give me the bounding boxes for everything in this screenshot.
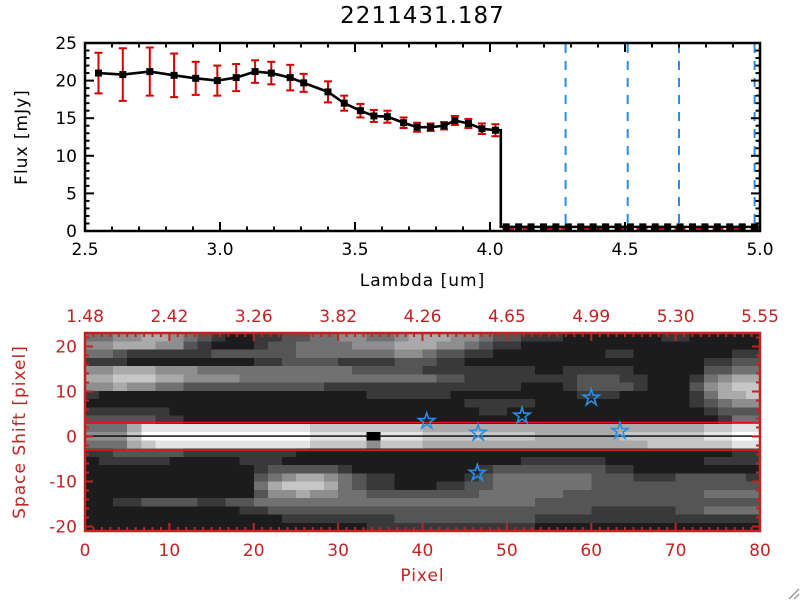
map-top-wavelength-label: 1.48 [66,307,104,327]
x-tick-label: 3.5 [341,240,368,260]
data-point-marker [286,74,294,82]
data-point-marker [440,122,448,130]
data-point-marker [726,223,734,231]
map-x-tick-label: 30 [327,541,349,561]
data-point-marker [664,223,672,231]
y-tick-label: 20 [55,72,77,92]
pixel-axis-label: Pixel [400,566,445,586]
data-point-marker [324,88,332,96]
data-point-marker [356,107,364,115]
data-point-marker [267,69,275,77]
lambda-axis-label: Lambda [um] [359,271,486,291]
data-point-marker [232,74,240,82]
space-shift-axis-label: Space Shift [pixel] [10,345,30,519]
spatial-map-overlay: 0 10 20 30 40 50 60 70 80 -20 -10 0 10 20 1.48 2.42 3.26… [49,307,779,561]
y-tick-label: 5 [66,184,77,204]
spectrum-plot: 2.5 3.0 3.5 4.0 4.5 5.0 0 5 10 15 20 25 [55,34,773,260]
data-point-marker [502,223,510,231]
data-point-marker [552,223,560,231]
map-top-wavelength-label: 5.55 [741,307,779,327]
source-star-marker [466,461,488,482]
data-point-marker [491,126,499,134]
map-top-wavelength-label: 2.42 [150,307,188,327]
map-top-wavelength-label: 3.82 [319,307,357,327]
data-point-marker [689,223,696,231]
data-point-marker [464,119,472,127]
x-tick-label: 5.0 [746,240,773,260]
y-tick-label: 0 [66,222,77,242]
data-point-marker [577,223,585,231]
map-y-tick-label: 0 [66,428,77,448]
flux-axis-label: Flux [mJy] [12,89,32,185]
map-y-tick-label: -20 [49,518,77,538]
data-point-marker [370,112,378,120]
data-point-marker [427,123,435,131]
map-x-tick-label: 0 [80,541,91,561]
data-point-marker [626,223,634,231]
data-point-marker [251,68,259,76]
page-title: 2211431.187 [340,3,505,29]
map-top-wavelength-label: 4.99 [572,307,610,327]
data-point-marker [451,116,459,124]
map-x-tick-label: 50 [496,541,518,561]
map-x-tick-label: 10 [159,541,181,561]
data-point-marker [213,77,221,85]
map-top-wavelength-label: 5.30 [657,307,695,327]
data-point-marker [614,223,622,231]
spectrum-frame [83,41,762,233]
data-point-marker [192,74,200,82]
x-tick-label: 3.0 [206,240,233,260]
data-point-marker [515,223,523,231]
data-point-marker [676,223,684,231]
data-point-marker [639,223,647,231]
source-star-marker [416,410,438,431]
map-x-tick-label: 80 [749,541,771,561]
data-point-marker [300,79,308,87]
data-point-marker [602,223,610,231]
y-tick-label: 15 [55,109,77,129]
data-point-marker [738,223,746,231]
map-top-wavelength-label: 4.65 [488,307,526,327]
y-tick-label: 25 [55,34,77,54]
map-x-tick-label: 70 [665,541,687,561]
data-point-marker [119,71,127,79]
data-point-marker [146,68,154,76]
x-tick-label: 2.5 [71,240,98,260]
data-point-marker [751,223,759,231]
map-y-tick-label: 20 [55,338,77,358]
data-point-marker [95,69,102,77]
data-point-marker [701,223,709,231]
map-y-tick-label: 10 [55,383,77,403]
data-point-marker [713,223,721,231]
source-star-marker [511,404,533,425]
x-tick-label: 4.0 [476,240,503,260]
source-star-marker [609,419,631,441]
map-x-tick-label: 40 [412,541,434,561]
source-star-marker [467,421,489,442]
data-point-marker [589,223,597,231]
map-top-wavelength-label: 3.26 [235,307,273,327]
source-star-marker [580,386,602,407]
spatial-map-image [85,333,760,531]
data-point-marker [527,223,535,231]
data-point-marker [170,71,178,79]
data-point-marker [383,113,391,121]
data-point-marker [400,119,408,127]
y-tick-label: 10 [55,147,77,167]
data-point-marker [478,125,486,133]
data-point-marker [564,223,572,231]
map-x-tick-label: 60 [580,541,602,561]
map-frame [83,331,762,533]
data-point-marker [340,99,348,107]
map-y-tick-label: -10 [49,473,77,493]
map-x-tick-label: 20 [243,541,265,561]
resize-grip-icon[interactable] [786,586,800,600]
x-tick-label: 4.5 [611,240,638,260]
data-point-marker [413,123,421,131]
map-top-wavelength-label: 4.26 [404,307,442,327]
data-point-marker [651,223,659,231]
